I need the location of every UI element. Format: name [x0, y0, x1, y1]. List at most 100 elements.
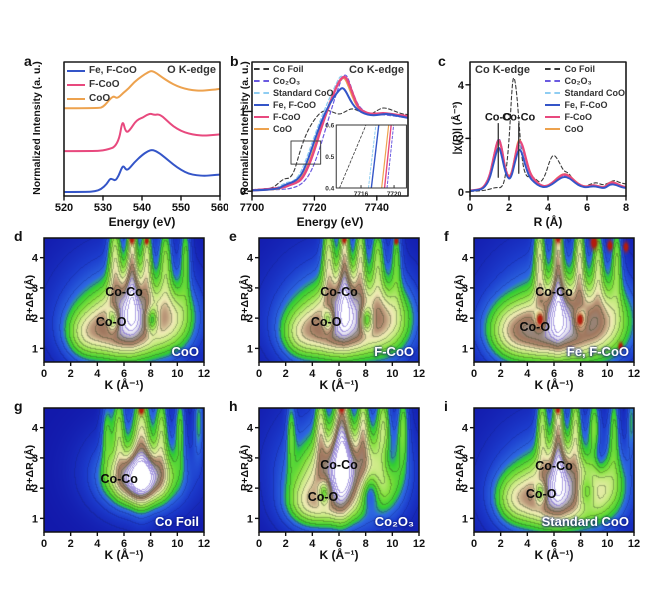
panel-letter-i: i: [444, 398, 448, 414]
sample-badge-e: F-CoO: [374, 344, 414, 359]
plot-overlay-d: Co-Co Co-O CoO: [44, 238, 204, 362]
legend-label: CoO: [89, 93, 111, 104]
x-axis-label-d: K (Å⁻¹): [104, 378, 144, 392]
x-axis-label-a: Energy (eV): [108, 215, 176, 229]
legend-swatch: [254, 116, 269, 118]
legend-swatch: [254, 128, 269, 130]
panel-a: a Normalized Intensity (a. u.) O K-edge …: [14, 48, 228, 229]
panel-letter-f: f: [444, 228, 449, 244]
legend-item: F-CoO: [545, 112, 625, 122]
legend-label: Standard CoO: [273, 88, 334, 98]
wavelet-plot-fe-f-coo: [450, 234, 640, 384]
legend-swatch: [545, 116, 561, 118]
legend-swatch: [254, 68, 269, 70]
co-co-label: Co-Co: [100, 472, 138, 487]
legend-item: CoO: [254, 124, 334, 134]
legend-swatch: [67, 69, 85, 72]
wavelet-plot-f-coo: [235, 234, 425, 384]
legend-label: Fe, F-CoO: [273, 100, 316, 110]
legend-item: Co₂O₃: [254, 76, 334, 86]
sample-badge-h: Co₂O₃: [374, 514, 414, 529]
y-axis-label-d: R+ΔR (Å): [24, 274, 36, 322]
y-axis-label-i: R+ΔR (Å): [454, 444, 466, 492]
wavelet-plot-coo: [20, 234, 210, 384]
legend-label: Fe, F-CoO: [564, 100, 608, 110]
legend-item: Co Foil: [254, 64, 334, 74]
legend-item: Standard CoO: [545, 88, 625, 98]
co-o-label: Co-O: [95, 314, 127, 329]
x-axis-label-b: Energy (eV): [296, 215, 364, 229]
legend-item: CoO: [545, 124, 625, 134]
exafs-r-space-chart: [446, 56, 634, 222]
legend-item: F-CoO: [67, 79, 137, 90]
wavelet-plot-co2o3: [235, 404, 425, 554]
plot-overlay-g: Co-Co Co Foil: [44, 408, 204, 532]
panel-letter-c: c: [438, 53, 446, 69]
legend-b: Co Foil Co₂O₃ Standard CoO Fe, F-CoO F-C…: [254, 64, 334, 134]
panel-c: c |χ(R)| (Å⁻³) Co K-edge Co Foil Co₂O₃ S…: [438, 48, 654, 229]
plot-overlay-e: Co-Co Co-O F-CoO: [259, 238, 419, 362]
legend-item: Fe, F-CoO: [254, 100, 334, 110]
panel-letter-b: b: [230, 53, 239, 69]
co-co-label: Co-Co: [105, 285, 143, 300]
panel-g: g R+ΔR (Å) Co-Co Co Foil K (Å⁻¹): [14, 396, 228, 572]
y-axis-label-f: R+ΔR (Å): [454, 274, 466, 322]
y-axis-label-a: Normalized Intensity (a. u.): [31, 61, 43, 195]
co-o-label: Co-O: [307, 489, 339, 504]
x-axis-label-h: K (Å⁻¹): [319, 548, 359, 562]
y-axis-label-c: |χ(R)| (Å⁻³): [451, 101, 463, 155]
sample-badge-d: CoO: [171, 344, 199, 359]
panel-letter-a: a: [24, 53, 32, 69]
legend-swatch: [254, 80, 269, 82]
panel-i: i R+ΔR (Å) Co-Co Co-O Standard CoO K (Å⁻…: [444, 396, 658, 572]
sample-badge-i: Standard CoO: [541, 514, 629, 529]
legend-item: Co Foil: [545, 64, 625, 74]
panel-e: e R+ΔR (Å) Co-Co Co-O F-CoO K (Å⁻¹): [229, 226, 443, 402]
legend-label: F-CoO: [564, 112, 592, 122]
x-axis-label-e: K (Å⁻¹): [319, 378, 359, 392]
legend-label: F-CoO: [89, 79, 120, 90]
edge-title-a: O K-edge: [167, 64, 216, 76]
co-co-label: Co-Co: [320, 457, 358, 472]
co-o-label: Co-O: [519, 319, 551, 334]
x-axis-label-g: K (Å⁻¹): [104, 548, 144, 562]
legend-item: Fe, F-CoO: [67, 65, 137, 76]
legend-swatch: [545, 68, 561, 70]
y-axis-label-h: R+ΔR (Å): [239, 444, 251, 492]
legend-label: Fe, F-CoO: [89, 65, 137, 76]
plot-overlay-i: Co-Co Co-O Standard CoO: [474, 408, 634, 532]
plot-overlay-h: Co-Co Co-O Co₂O₃: [259, 408, 419, 532]
legend-label: Co₂O₃: [564, 76, 592, 86]
co-o-label: Co-O: [525, 487, 557, 502]
panel-b: b Normalized Intensity (a. u.) Co K-edge…: [228, 48, 442, 229]
sample-badge-g: Co Foil: [154, 514, 199, 529]
legend-label: Standard CoO: [564, 88, 625, 98]
legend-c: Co Foil Co₂O₃ Standard CoO Fe, F-CoO F-C…: [545, 64, 625, 134]
legend-item: Co₂O₃: [545, 76, 625, 86]
plot-overlay-b: Co K-edge Co Foil Co₂O₃ Standard CoO Fe,…: [252, 62, 408, 196]
legend-item: F-CoO: [254, 112, 334, 122]
co-co-label: Co-Co: [535, 458, 573, 473]
legend-swatch: [254, 104, 269, 106]
legend-label: F-CoO: [273, 112, 301, 122]
panel-f: f R+ΔR (Å) Co-Co Co-O Fe, F-CoO K (Å⁻¹): [444, 226, 658, 402]
legend-swatch: [67, 97, 85, 100]
legend-item: Standard CoO: [254, 88, 334, 98]
x-axis-label-c: R (Å): [533, 215, 563, 229]
legend-label: Co Foil: [273, 64, 304, 74]
plot-overlay-c: Co K-edge Co Foil Co₂O₃ Standard CoO Fe,…: [470, 62, 626, 196]
legend-swatch: [67, 83, 85, 86]
co-co-label: Co-Co: [535, 285, 573, 300]
y-axis-label-g: R+ΔR (Å): [24, 444, 36, 492]
co-kedge-xanes-chart: [228, 56, 416, 222]
panel-letter-d: d: [14, 228, 23, 244]
plot-overlay-f: Co-Co Co-O Fe, F-CoO: [474, 238, 634, 362]
panel-d: d R+ΔR (Å) Co-Co Co-O CoO K (Å⁻¹): [14, 226, 228, 402]
legend-item: CoO: [67, 93, 137, 104]
x-axis-label-f: K (Å⁻¹): [534, 378, 574, 392]
legend-swatch: [545, 104, 561, 106]
y-axis-label-e: R+ΔR (Å): [239, 274, 251, 322]
legend-a: Fe, F-CoO F-CoO CoO: [67, 65, 137, 104]
plot-overlay-a: O K-edge Fe, F-CoO F-CoO CoO: [64, 62, 220, 196]
